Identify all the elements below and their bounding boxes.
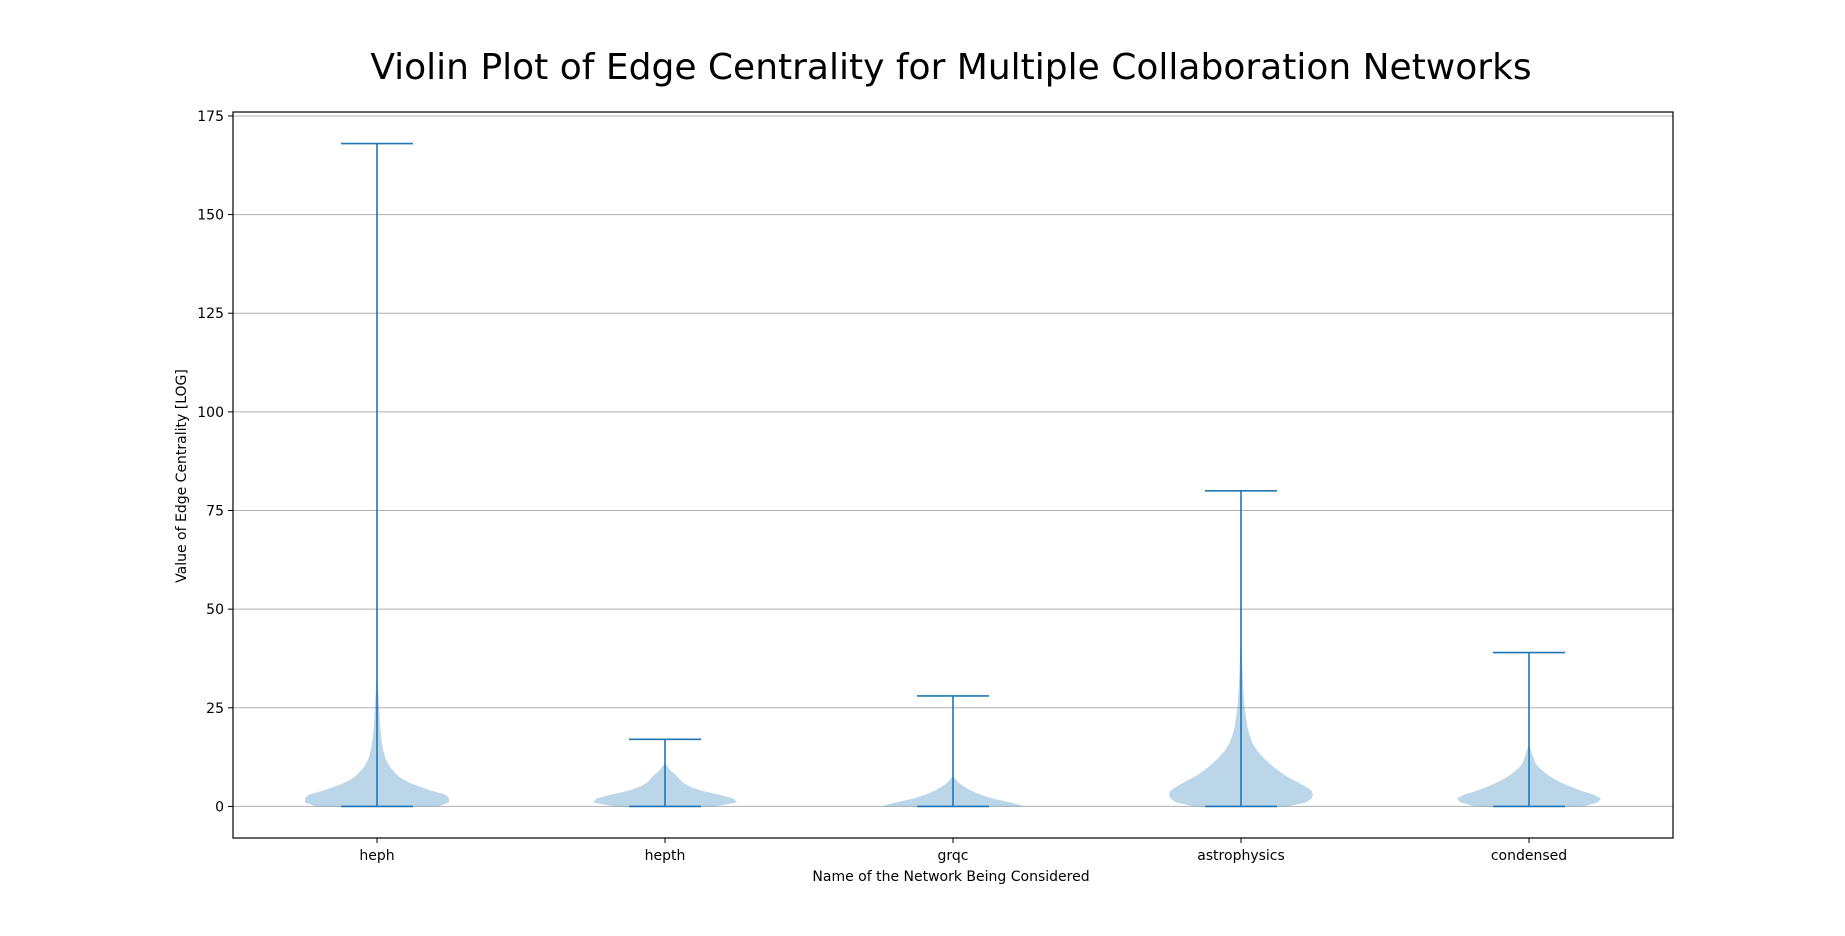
x-tick-label: grqc — [938, 848, 969, 864]
y-tick-label: 25 — [206, 701, 224, 717]
y-tick-label: 50 — [206, 602, 224, 618]
y-tick-label: 175 — [197, 109, 224, 125]
x-axis-ticks: heph hepth grqc astrophysics condensed — [359, 838, 1567, 864]
x-tick-label: condensed — [1491, 848, 1567, 864]
y-tick-label: 100 — [197, 405, 224, 421]
y-axis-ticks: 0 25 50 75 100 125 150 175 — [197, 109, 233, 815]
y-axis-label: Value of Edge Centrality [LOG] — [174, 369, 190, 583]
y-tick-label: 125 — [197, 306, 224, 322]
y-tick-label: 150 — [197, 208, 224, 224]
x-tick-label: heph — [359, 848, 394, 864]
x-tick-label: hepth — [645, 848, 686, 864]
y-tick-label: 75 — [206, 504, 224, 520]
chart-title: Violin Plot of Edge Centrality for Multi… — [370, 47, 1531, 88]
x-tick-label: astrophysics — [1197, 848, 1285, 864]
x-axis-label: Name of the Network Being Considered — [812, 869, 1089, 885]
violin-whiskers — [341, 142, 1565, 808]
y-tick-label: 0 — [215, 799, 224, 815]
